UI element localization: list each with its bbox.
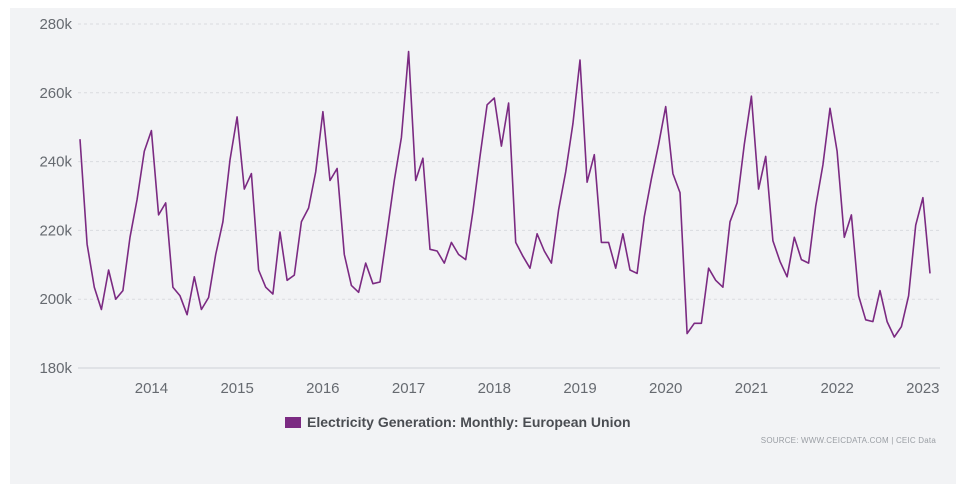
x-tick-label: 2021 xyxy=(735,380,768,397)
chart-panel: 180k 200k 220k 240k 260k 280k 2014 2015 2016 201… xyxy=(10,8,956,484)
x-tick-label: 2022 xyxy=(820,380,853,397)
legend-swatch xyxy=(285,416,301,428)
x-axis-ticks: 2014 2015 2016 2017 2018 2019 2020 2021 2022 2023 xyxy=(135,380,940,397)
x-tick-label: 2018 xyxy=(478,380,511,397)
legend-label: Electricity Generation: Monthly: Europea… xyxy=(307,414,631,430)
x-tick-label: 2019 xyxy=(563,380,596,397)
x-tick-label: 2020 xyxy=(649,380,682,397)
legend[interactable]: Electricity Generation: Monthly: Europea… xyxy=(285,414,631,430)
y-tick-label: 180k xyxy=(39,360,72,377)
y-tick-label: 200k xyxy=(39,291,72,308)
x-tick-label: 2023 xyxy=(906,380,939,397)
y-tick-label: 240k xyxy=(39,154,72,171)
y-axis-ticks: 180k 200k 220k 240k 260k 280k xyxy=(39,16,72,377)
y-tick-label: 260k xyxy=(39,85,72,102)
x-tick-label: 2014 xyxy=(135,380,168,397)
x-tick-label: 2016 xyxy=(306,380,339,397)
series-line[interactable] xyxy=(79,50,931,338)
x-tick-label: 2015 xyxy=(220,380,253,397)
grid-lines xyxy=(78,23,940,369)
source-note: SOURCE: WWW.CEICDATA.COM | CEIC Data xyxy=(760,436,936,445)
series-layer xyxy=(79,50,931,338)
y-tick-label: 220k xyxy=(39,222,72,239)
y-tick-label: 280k xyxy=(39,16,72,33)
x-tick-label: 2017 xyxy=(392,380,425,397)
